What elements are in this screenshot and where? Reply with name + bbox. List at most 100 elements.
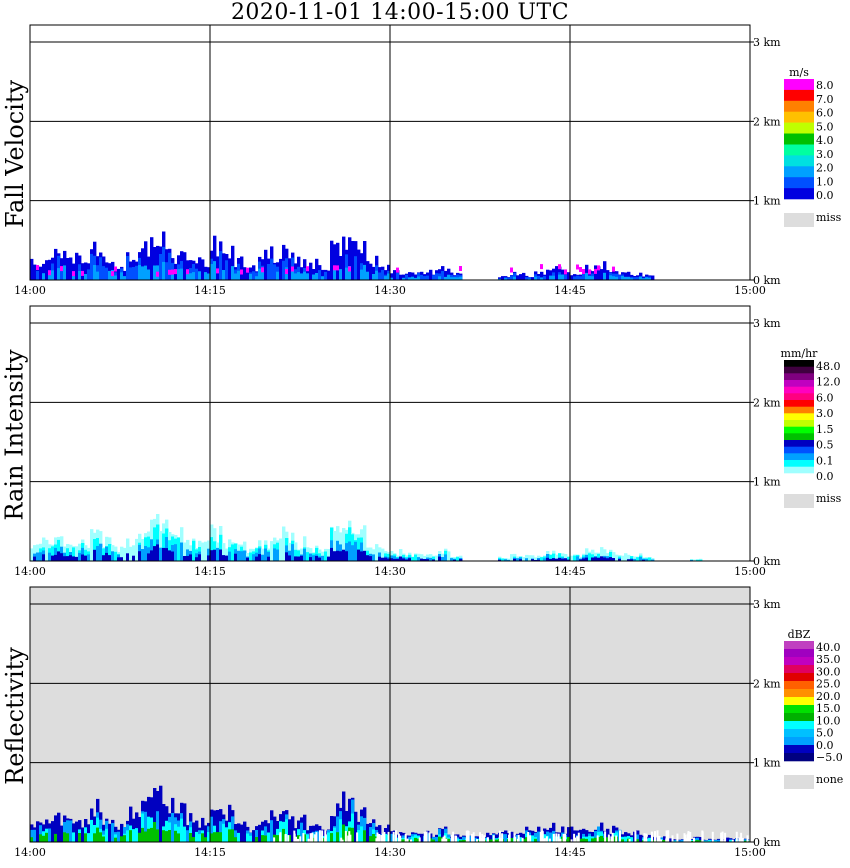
echo-cell xyxy=(198,257,202,280)
echo-cell xyxy=(195,553,199,561)
echo-cell xyxy=(603,261,607,280)
legend-swatch xyxy=(784,413,814,421)
legend-label: 0.1 xyxy=(816,454,834,467)
echo-cell xyxy=(537,831,541,842)
chart-reflectivity: 14:00 14:15 14:30 14:45 15:000 km 1 km 2 km 3 k… xyxy=(14,586,843,859)
echo-cell xyxy=(585,830,589,842)
x-tick-label: 14:30 xyxy=(374,284,406,297)
legend-swatch xyxy=(784,373,814,381)
echo-cell xyxy=(726,837,730,842)
echo-cell xyxy=(177,537,181,561)
echo-cell xyxy=(231,266,235,280)
echo-cell xyxy=(339,819,343,842)
echo-cell xyxy=(264,826,268,842)
echo-cell xyxy=(222,555,226,561)
echo-cell-accent xyxy=(459,266,462,271)
echo-cell xyxy=(579,829,583,842)
echo-cell xyxy=(120,557,124,561)
echo-cell xyxy=(252,271,256,280)
echo-cell xyxy=(402,277,406,280)
echo-cell xyxy=(339,551,343,561)
chart-fall-velocity: 14:00 14:15 14:30 14:45 15:000 km 1 km 2 km 3 k… xyxy=(14,24,842,297)
echo-cell xyxy=(288,258,292,280)
echo-cell xyxy=(363,817,367,842)
echo-cell xyxy=(570,826,574,842)
echo-cell xyxy=(108,544,112,561)
echo-cell xyxy=(216,810,220,842)
echo-cell xyxy=(204,837,208,842)
echo-cell xyxy=(396,837,400,842)
echo-cell xyxy=(204,541,208,561)
echo-cell xyxy=(171,551,175,561)
echo-cell-weak xyxy=(645,833,648,842)
echo-cell-weak xyxy=(442,836,445,842)
echo-cell xyxy=(321,269,325,280)
echo-cell xyxy=(552,558,556,561)
echo-cell xyxy=(351,241,355,280)
echo-cell xyxy=(447,268,451,280)
echo-cell xyxy=(429,833,433,842)
echo-cell xyxy=(246,269,250,280)
echo-cell xyxy=(531,835,535,842)
echo-cell xyxy=(624,836,628,842)
echo-cell xyxy=(60,825,64,842)
echo-cell xyxy=(546,269,550,280)
echo-cell xyxy=(87,833,91,842)
legend-swatch xyxy=(784,406,814,414)
echo-cell xyxy=(102,548,106,561)
echo-cell-weak xyxy=(564,833,567,842)
echo-cell-weak xyxy=(687,831,690,842)
echo-cell xyxy=(420,558,424,561)
echo-cell-weak xyxy=(381,833,384,842)
echo-cell-weak xyxy=(324,837,327,842)
echo-cell xyxy=(123,547,127,561)
echo-cell xyxy=(582,838,586,842)
legend-swatch xyxy=(784,737,814,746)
echo-cell xyxy=(96,546,100,561)
echo-cell xyxy=(30,829,34,842)
echo-cell-weak xyxy=(452,831,455,842)
echo-cell xyxy=(540,277,544,280)
echo-cell xyxy=(132,829,136,842)
echo-cell xyxy=(423,559,427,561)
echo-cell xyxy=(366,823,370,842)
echo-cell xyxy=(210,264,214,280)
echo-cell xyxy=(45,260,49,280)
echo-cell xyxy=(192,822,196,842)
echo-cell-weak xyxy=(723,839,726,842)
echo-cell xyxy=(105,828,109,842)
echo-cell xyxy=(387,558,391,561)
echo-cell xyxy=(558,553,562,561)
echo-cell xyxy=(606,270,610,280)
echo-cell xyxy=(339,256,343,280)
echo-cell xyxy=(222,270,226,280)
x-tick-label: 14:15 xyxy=(194,284,226,297)
echo-cell-weak xyxy=(479,832,481,842)
legend-swatch xyxy=(784,144,814,156)
x-tick-label: 14:15 xyxy=(194,846,226,859)
echo-cell xyxy=(549,275,553,280)
echo-cell xyxy=(114,837,118,842)
echo-cell-weak xyxy=(607,834,610,842)
echo-cell-weak xyxy=(387,831,390,842)
echo-cell xyxy=(123,270,127,280)
echo-cell xyxy=(420,833,424,842)
echo-cell xyxy=(216,547,220,561)
echo-cell xyxy=(183,542,187,561)
echo-cell xyxy=(600,269,604,280)
echo-cell xyxy=(642,278,646,280)
legend-label: 0.0 xyxy=(816,189,834,202)
echo-cell xyxy=(93,265,97,280)
echo-cell xyxy=(642,559,646,561)
echo-cell xyxy=(279,258,283,280)
echo-cell xyxy=(162,547,166,561)
echo-cell xyxy=(372,834,376,842)
echo-cell xyxy=(54,833,58,842)
echo-cell xyxy=(66,548,70,561)
echo-cell xyxy=(177,833,181,842)
echo-cell xyxy=(393,556,397,561)
legend-miss-label: none xyxy=(816,773,843,786)
echo-cell xyxy=(153,788,157,842)
echo-cell xyxy=(237,550,241,561)
echo-cell xyxy=(531,277,535,280)
